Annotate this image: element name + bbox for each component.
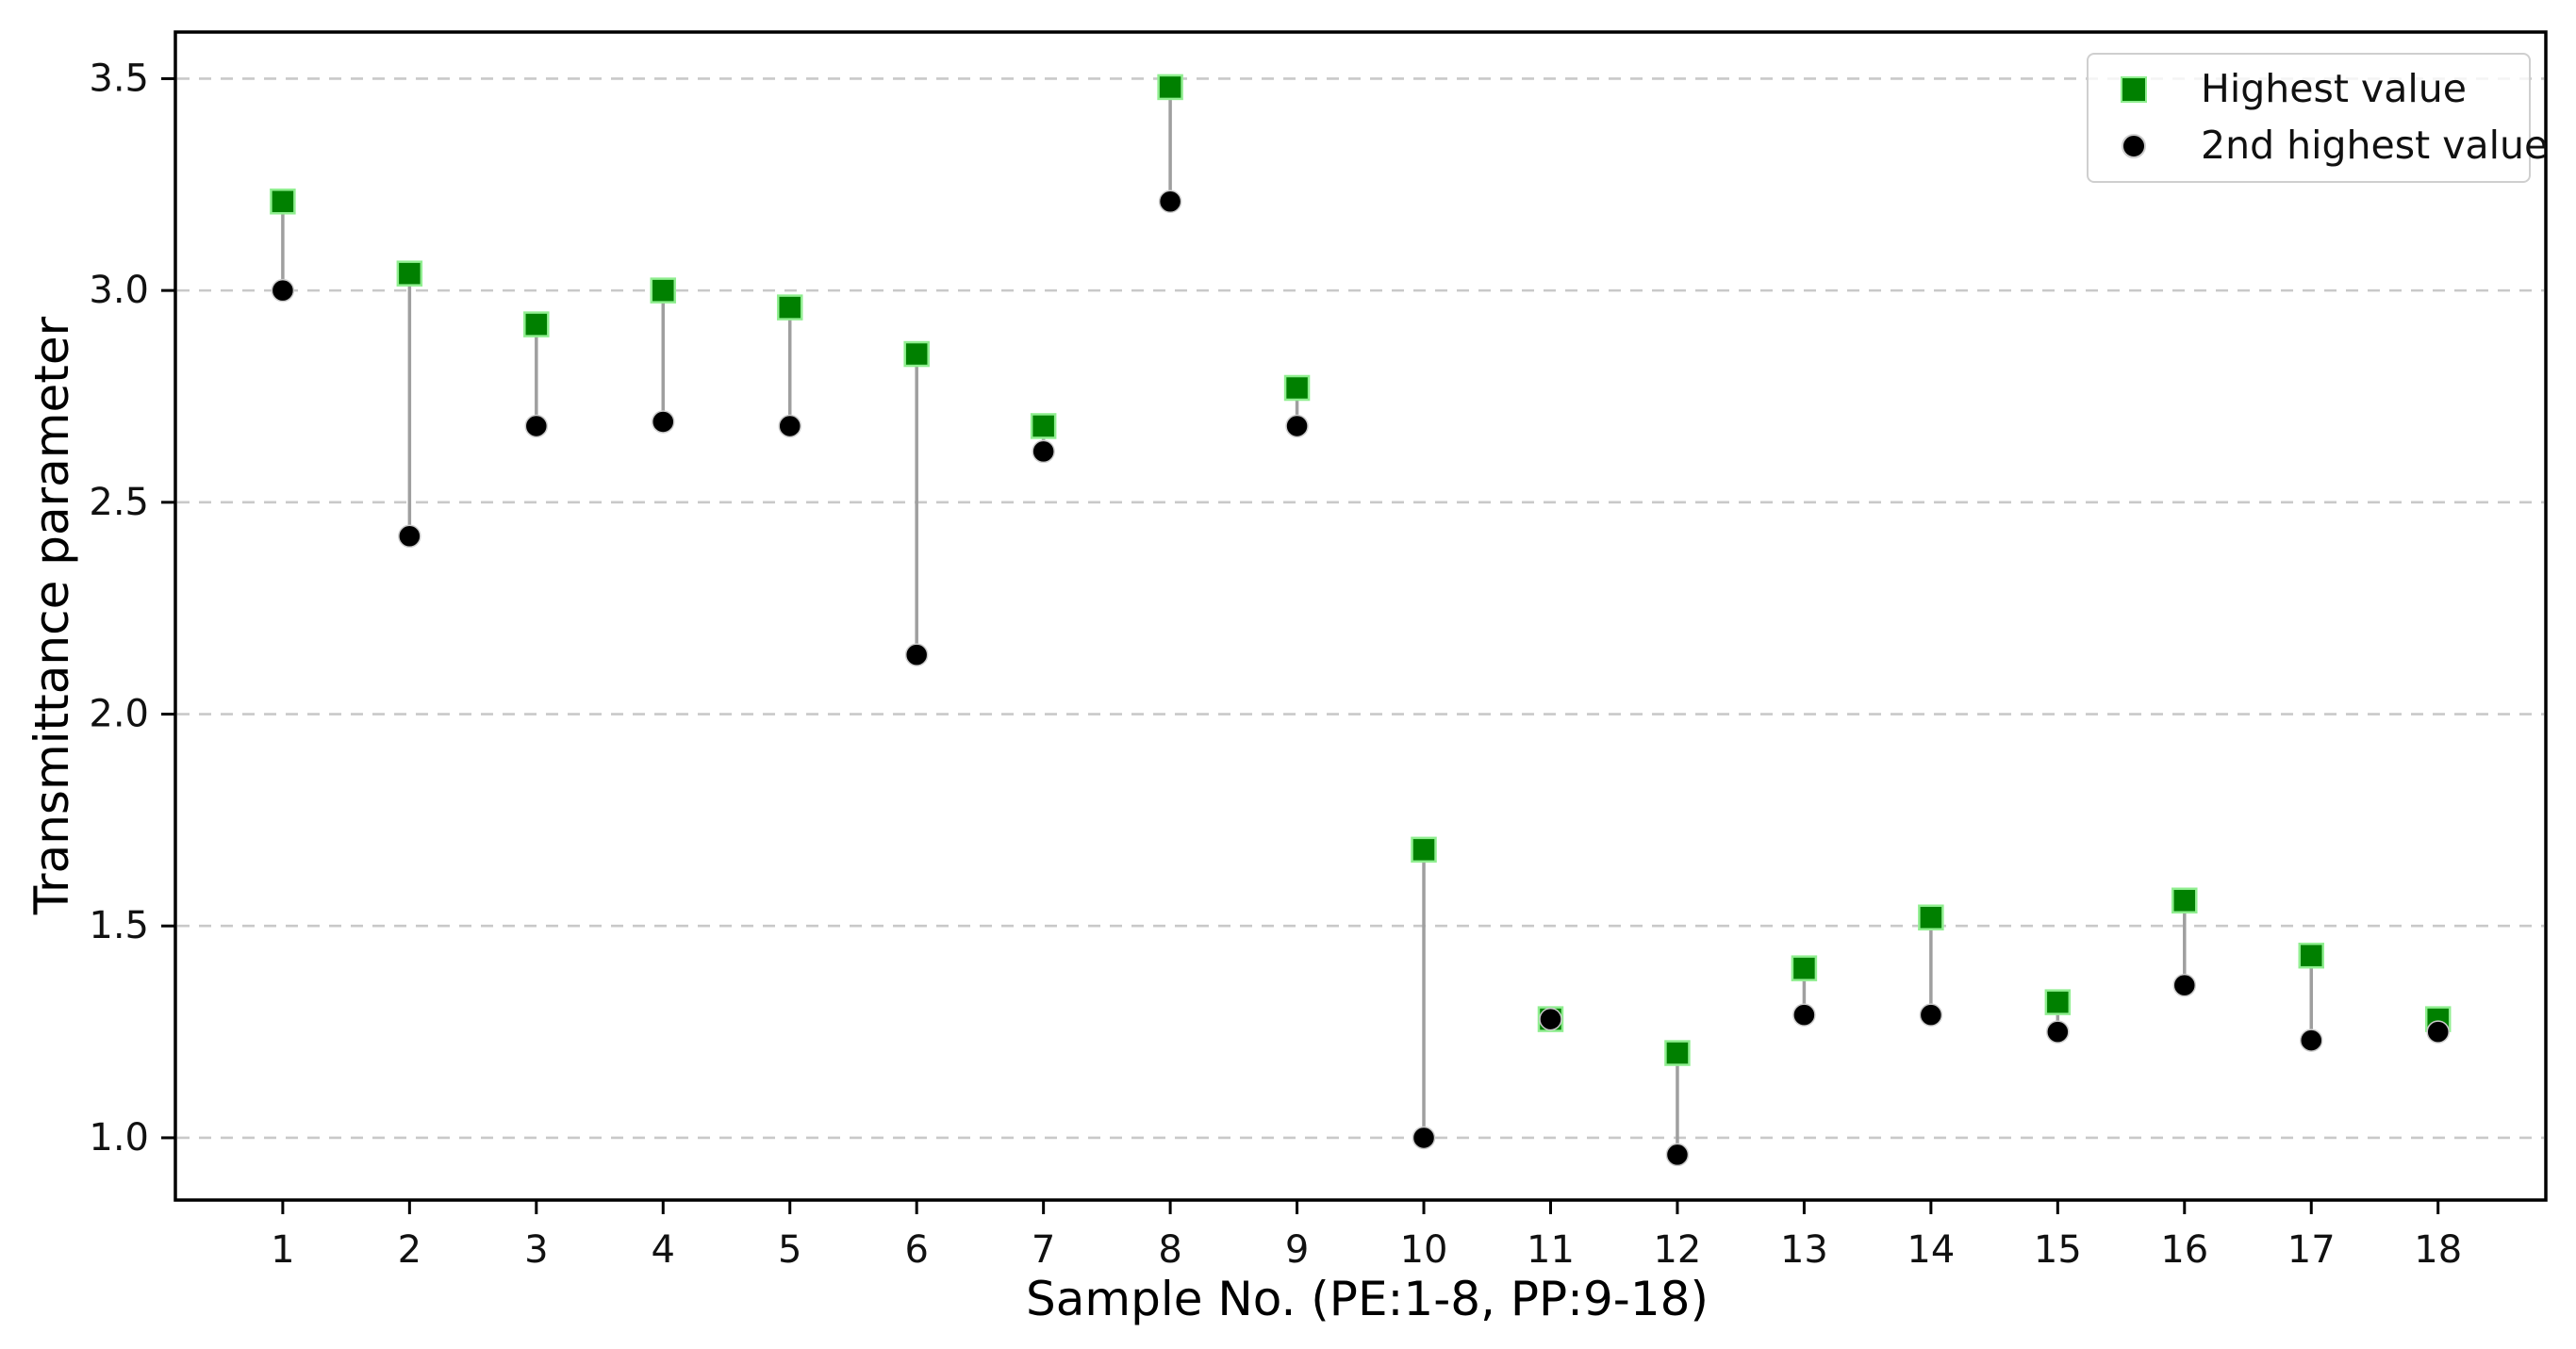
y-tick-label: 1.5: [89, 904, 149, 947]
y-axis-label: Transmittance parameter: [25, 316, 79, 915]
second-highest-value-marker-sample-6: [904, 643, 929, 666]
x-tick-label: 17: [2287, 1228, 2336, 1272]
y-tick-label: 2.5: [89, 481, 149, 524]
legend-circle-icon: [2122, 134, 2146, 158]
plot-border: [173, 30, 2548, 1202]
highest-value-marker-sample-12: [1664, 1040, 1691, 1066]
x-tick-label: 12: [1653, 1228, 1701, 1272]
x-tick-label: 3: [524, 1228, 548, 1272]
second-highest-value-marker-sample-9: [1285, 414, 1309, 438]
x-tick-label: 6: [904, 1228, 928, 1272]
highest-value-marker-sample-9: [1283, 374, 1311, 402]
highest-value-marker-sample-4: [650, 277, 677, 304]
highest-value-marker-sample-1: [270, 189, 296, 215]
highest-value-marker-sample-2: [396, 260, 423, 287]
x-tick-label: 16: [2160, 1228, 2208, 1272]
y-tick-label: 3.0: [89, 269, 149, 312]
x-tick-label: 8: [1158, 1228, 1181, 1272]
second-highest-value-marker-sample-10: [1412, 1126, 1436, 1150]
legend-marker-slot: [2120, 75, 2148, 104]
second-highest-value-marker-sample-12: [1665, 1143, 1690, 1167]
y-tick-label: 3.5: [89, 57, 149, 100]
x-tick-label: 1: [271, 1228, 294, 1272]
x-tick-label: 4: [652, 1228, 675, 1272]
highest-value-marker-sample-6: [903, 340, 930, 368]
x-tick-label: 11: [1527, 1228, 1575, 1272]
legend-square-icon: [2121, 76, 2147, 103]
second-highest-value-marker-sample-4: [652, 410, 675, 434]
legend-marker-slot: [2120, 132, 2148, 160]
highest-value-marker-sample-8: [1157, 74, 1183, 101]
second-highest-value-marker-sample-2: [398, 524, 421, 549]
second-highest-value-marker-sample-8: [1158, 189, 1182, 214]
legend-item-2nd-highest-value: 2nd highest value: [2120, 124, 2548, 167]
x-tick-label: 18: [2414, 1228, 2462, 1272]
second-highest-value-marker-sample-7: [1032, 439, 1055, 464]
second-highest-value-marker-sample-17: [2299, 1028, 2323, 1052]
second-highest-value-marker-sample-1: [271, 278, 295, 303]
legend-item-highest-value: Highest value: [2120, 66, 2529, 112]
highest-value-marker-sample-5: [776, 294, 803, 321]
second-highest-value-marker-sample-16: [2172, 973, 2197, 997]
x-axis-label: Sample No. (PE:1-8, PP:9-18): [1026, 1272, 1709, 1326]
legend-item-label: Highest value: [2201, 66, 2467, 112]
y-tick-label: 2.0: [89, 693, 149, 736]
x-tick-label: 2: [398, 1228, 421, 1272]
highest-value-marker-sample-7: [1030, 413, 1057, 439]
second-highest-value-marker-sample-18: [2426, 1020, 2450, 1044]
highest-value-marker-sample-15: [2044, 989, 2072, 1015]
x-tick-label: 15: [2034, 1228, 2082, 1272]
second-highest-value-marker-sample-5: [778, 414, 801, 438]
highest-value-marker-sample-16: [2171, 887, 2198, 914]
legend-item-label: 2nd highest value: [2201, 123, 2549, 169]
second-highest-value-marker-sample-13: [1792, 1003, 1816, 1027]
highest-value-marker-sample-14: [1918, 904, 1944, 930]
x-tick-label: 14: [1907, 1228, 1955, 1272]
second-highest-value-marker-sample-3: [524, 414, 549, 438]
x-tick-label: 9: [1285, 1228, 1309, 1272]
legend: Highest value 2nd highest value: [2087, 53, 2548, 183]
highest-value-marker-sample-3: [523, 311, 550, 337]
second-highest-value-marker-sample-15: [2046, 1020, 2070, 1044]
y-tick-label: 1.0: [89, 1116, 149, 1160]
second-highest-value-marker-sample-14: [1919, 1003, 1943, 1027]
highest-value-marker-sample-17: [2298, 942, 2324, 969]
x-tick-label: 10: [1400, 1228, 1448, 1272]
x-tick-label: 5: [778, 1228, 801, 1272]
highest-value-marker-sample-10: [1411, 836, 1437, 864]
highest-value-marker-sample-13: [1791, 955, 1818, 981]
second-highest-value-marker-sample-11: [1539, 1007, 1562, 1031]
x-tick-label: 13: [1780, 1228, 1828, 1272]
x-tick-label: 7: [1032, 1228, 1055, 1272]
